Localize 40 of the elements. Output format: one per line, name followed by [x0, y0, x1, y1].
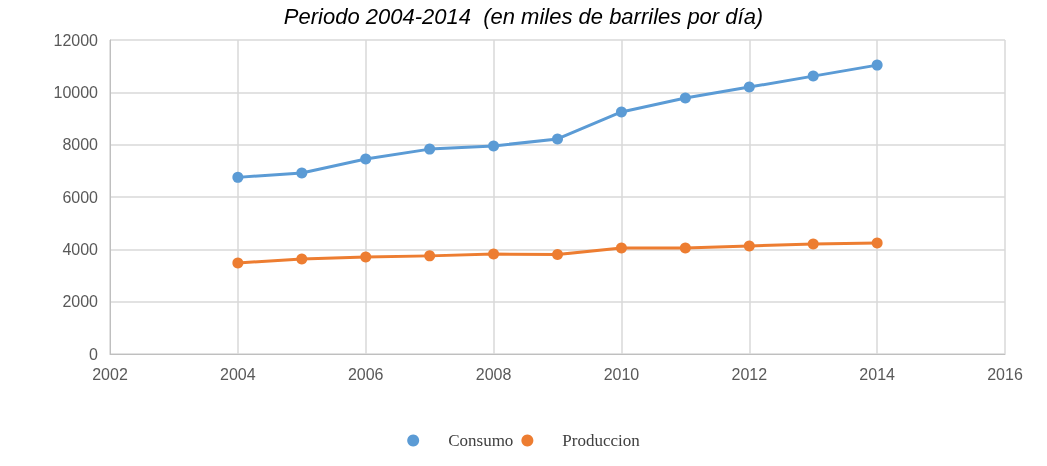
x-tick-label: 2012 — [731, 365, 768, 383]
point — [615, 242, 627, 254]
x-tick-label: 2002 — [92, 365, 128, 383]
y-tick-label: 2000 — [62, 293, 99, 311]
point — [424, 250, 436, 262]
point — [807, 70, 819, 82]
x-tick-label: 2010 — [603, 365, 640, 383]
y-tick-label: 0 — [89, 345, 99, 363]
x-tick-label: 2008 — [475, 365, 512, 383]
y-tick-label: 4000 — [62, 240, 99, 258]
legend-label: Consumo — [448, 431, 514, 450]
point — [871, 59, 883, 71]
point — [615, 106, 627, 118]
point — [232, 171, 244, 183]
point — [552, 249, 563, 261]
point — [552, 133, 563, 145]
point — [232, 257, 244, 269]
y-tick-label: 12000 — [53, 31, 99, 49]
x-tick-label: 2004 — [220, 365, 256, 383]
x-tick-label: 2016 — [987, 365, 1023, 383]
y-tick-label: 8000 — [62, 136, 99, 154]
point — [679, 242, 691, 254]
point — [743, 240, 755, 252]
x-tick-label: 2014 — [859, 365, 896, 383]
point — [488, 140, 500, 152]
chart-title: Periodo 2004-2014 (en miles de barriles por día) — [283, 3, 764, 29]
x-tick-label: 2006 — [347, 365, 384, 383]
point — [360, 251, 372, 263]
point — [679, 92, 691, 104]
point — [360, 153, 372, 165]
point — [488, 248, 500, 260]
y-tick-label: 10000 — [53, 83, 99, 101]
legend-label: Produccion — [562, 431, 641, 450]
point — [296, 167, 308, 179]
point — [743, 81, 755, 93]
point — [807, 238, 819, 250]
point — [424, 143, 436, 155]
point — [871, 237, 883, 249]
point — [296, 253, 308, 265]
y-tick-label: 6000 — [62, 188, 99, 206]
